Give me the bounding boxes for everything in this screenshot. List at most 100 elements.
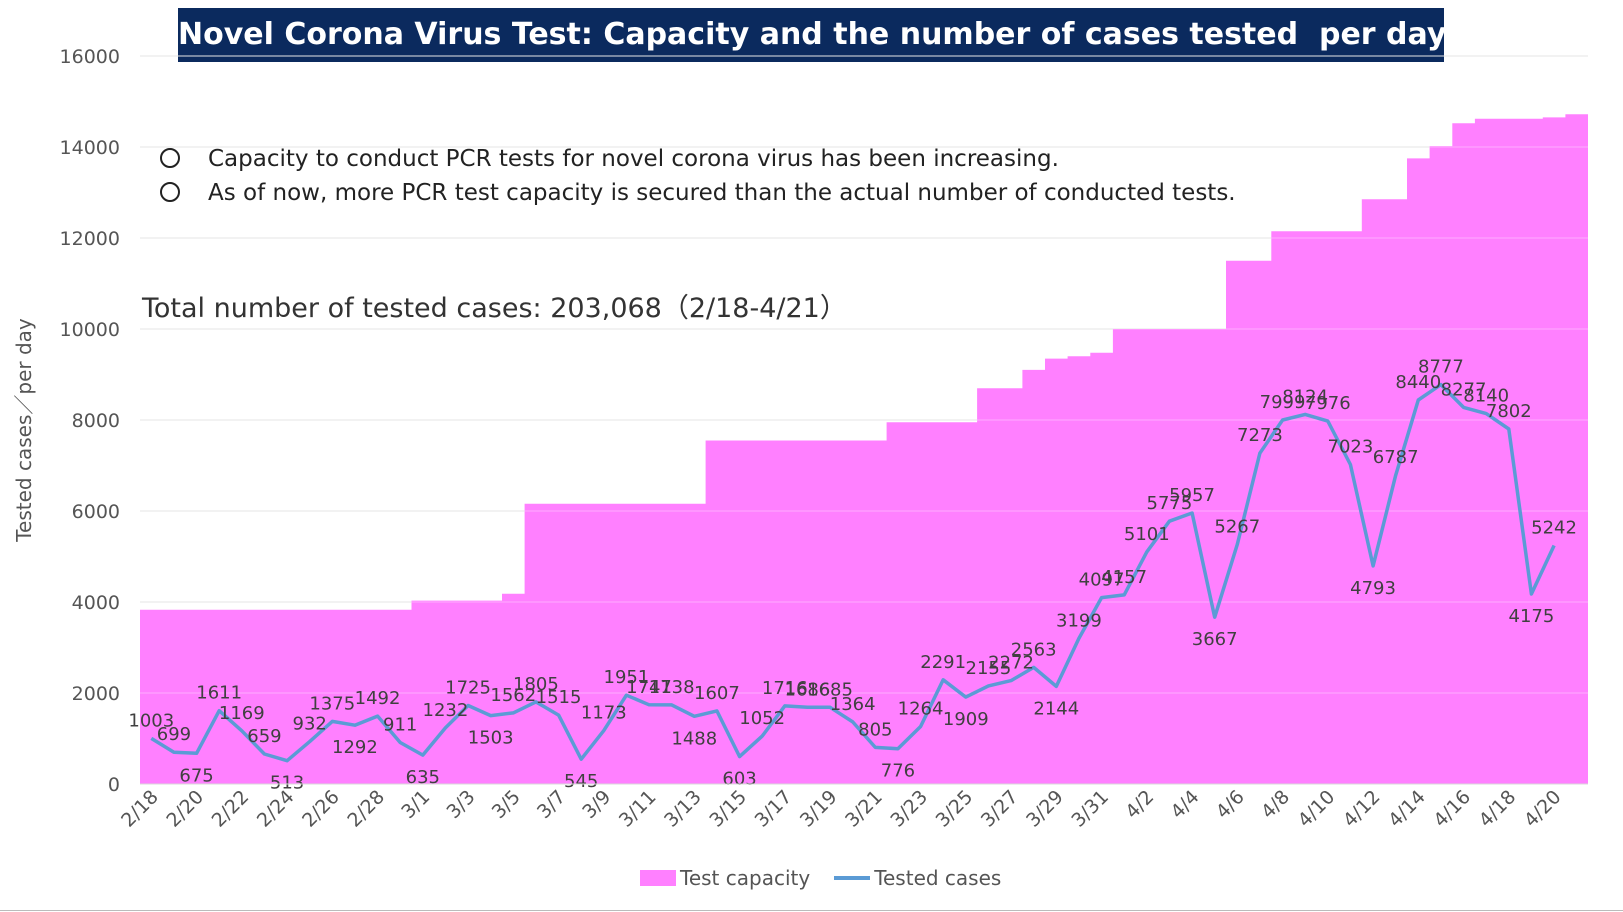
data-label: 1264 (898, 698, 944, 719)
tested-cases-line (150, 382, 1556, 763)
data-label: 5101 (1124, 524, 1170, 545)
data-label: 3199 (1056, 610, 1102, 631)
data-label: 8277 (1441, 379, 1487, 400)
data-label: 7023 (1328, 436, 1374, 457)
x-tick-label: 2/28 (343, 786, 389, 832)
note-text: As of now, more PCR test capacity is sec… (208, 180, 1236, 206)
x-tick-label: 4/2 (1121, 786, 1158, 823)
data-label: 911 (383, 715, 417, 736)
y-tick-label: 4000 (72, 592, 120, 614)
data-label: 5957 (1169, 485, 1215, 506)
data-label: 1607 (694, 683, 740, 704)
note-text: Capacity to conduct PCR tests for novel … (208, 146, 1059, 172)
data-label: 2144 (1033, 698, 1079, 719)
x-tick-label: 3/13 (660, 786, 706, 832)
x-tick-label: 2/22 (208, 786, 254, 832)
circle-bullet-icon (160, 147, 180, 168)
data-label: 1562 (490, 685, 536, 706)
note-item: As of now, more PCR test capacity is sec… (160, 176, 1236, 210)
y-tick-label: 0 (108, 774, 120, 796)
data-label: 699 (157, 724, 191, 745)
data-label: 805 (858, 719, 892, 740)
data-label: 6787 (1373, 447, 1419, 468)
data-label: 1375 (309, 693, 355, 714)
data-label: 3667 (1192, 629, 1238, 650)
data-label: 1725 (445, 678, 491, 699)
data-label: 1292 (332, 737, 378, 758)
data-label: 8140 (1463, 386, 1509, 407)
data-label: 1492 (355, 688, 401, 709)
y-axis-label: Tested cases／per day (12, 318, 36, 542)
legend-swatch-tested (834, 876, 871, 880)
data-label: 1686 (785, 679, 831, 700)
data-label: 1515 (536, 687, 582, 708)
data-label: 2291 (920, 652, 966, 673)
x-tick-label: 3/21 (841, 786, 887, 832)
data-label: 5775 (1147, 493, 1193, 514)
y-tick-label: 10000 (60, 319, 120, 341)
data-label: 776 (881, 761, 915, 782)
x-tick-label: 3/15 (705, 786, 751, 832)
x-tick-label: 3/11 (615, 786, 661, 832)
data-label: 4175 (1509, 606, 1555, 627)
data-label: 1169 (219, 703, 265, 724)
data-label: 1503 (468, 728, 514, 749)
note-item: Capacity to conduct PCR tests for novel … (160, 142, 1236, 176)
legend-label-tested: Tested cases (874, 866, 1002, 890)
data-label: 545 (564, 771, 598, 792)
chart-title: Novel Corona Virus Test: Capacity and th… (178, 8, 1446, 62)
data-label: 7802 (1486, 401, 1532, 422)
x-tick-label: 3/27 (977, 786, 1023, 832)
x-tick-label: 3/5 (488, 786, 525, 823)
data-label: 1052 (739, 708, 785, 729)
bottom-divider (0, 910, 1623, 911)
x-tick-label: 3/3 (442, 786, 479, 823)
data-label: 7976 (1305, 393, 1351, 414)
data-label: 5267 (1214, 516, 1260, 537)
data-label: 1741 (626, 677, 672, 698)
data-label: 2272 (988, 653, 1034, 674)
data-label: 635 (406, 767, 440, 788)
x-tick-label: 3/31 (1067, 786, 1113, 832)
data-label: 4793 (1350, 578, 1396, 599)
y-tick-label: 2000 (72, 683, 120, 705)
data-label: 7999 (1260, 392, 1306, 413)
x-tick-label: 4/4 (1166, 786, 1203, 823)
x-tick-label: 3/1 (397, 786, 434, 823)
data-label: 1003 (128, 710, 174, 731)
y-tick-label: 12000 (60, 228, 120, 250)
x-tick-label: 4/18 (1475, 786, 1521, 832)
data-label: 1488 (671, 728, 717, 749)
notes-block: Capacity to conduct PCR tests for novel … (160, 142, 1236, 210)
data-label: 1716 (762, 678, 808, 699)
data-label: 1685 (807, 679, 853, 700)
data-label: 7273 (1237, 425, 1283, 446)
data-label: 1951 (604, 667, 650, 688)
x-tick-label: 4/12 (1339, 786, 1385, 832)
data-label: 2563 (1011, 639, 1057, 660)
x-tick-label: 3/29 (1022, 786, 1068, 832)
data-label: 659 (247, 726, 281, 747)
x-tick-label: 4/16 (1429, 786, 1475, 832)
legend-label-capacity: Test capacity (680, 866, 811, 890)
data-label: 1364 (830, 694, 876, 715)
total-tested-text: Total number of tested cases: 203,068（2/… (142, 293, 847, 324)
circle-bullet-icon (160, 181, 180, 202)
data-label: 932 (293, 714, 327, 735)
x-tick-label: 3/25 (932, 786, 978, 832)
x-tick-label: 4/20 (1520, 786, 1566, 832)
data-label: 4097 (1079, 570, 1125, 591)
x-tick-label: 2/20 (162, 786, 208, 832)
y-tick-label: 8000 (72, 410, 120, 432)
data-label: 1232 (423, 700, 469, 721)
data-label: 5242 (1531, 517, 1577, 538)
x-tick-label: 4/6 (1212, 786, 1249, 823)
x-tick-label: 3/17 (751, 786, 797, 832)
data-label: 8124 (1282, 386, 1328, 407)
x-tick-label: 2/18 (117, 786, 163, 832)
x-tick-label: 4/8 (1257, 786, 1294, 823)
capacity-area (140, 114, 1588, 784)
data-label: 8440 (1395, 372, 1441, 393)
data-label: 603 (722, 769, 756, 790)
